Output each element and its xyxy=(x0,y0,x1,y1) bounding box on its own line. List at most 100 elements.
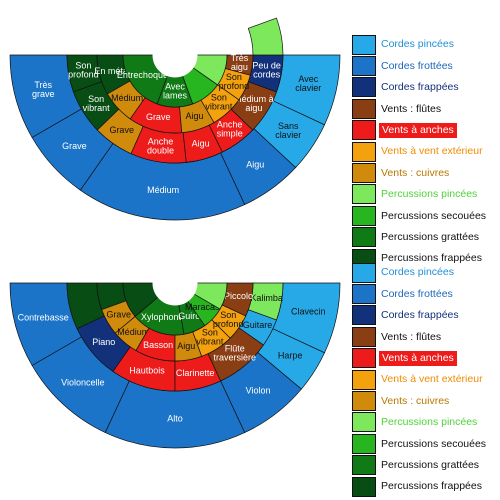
chart_bottom-inner-label: Médium xyxy=(117,327,149,337)
legend-bottom-swatch xyxy=(352,476,376,497)
legend-top-label: Vents : cuivres xyxy=(381,166,450,179)
chart_bottom-middle-label: Piano xyxy=(92,337,115,347)
chart_bottom-middle-label: Clarinette xyxy=(176,368,215,378)
chart_bottom-outer-label: Contrebasse xyxy=(18,313,69,323)
legend-bottom-label: Vents à anches xyxy=(379,351,457,366)
legend-bottom-item: Cordes frottées xyxy=(352,283,500,305)
chart_top-middle-label: Grave xyxy=(109,126,134,136)
legend-bottom-item: Vents : flûtes xyxy=(352,326,500,347)
chart_bottom-middle-label: Hautbois xyxy=(129,366,165,376)
legend-bottom-swatch xyxy=(352,433,376,454)
chart_bottom-inner-label: Son profond xyxy=(213,310,244,329)
legend-top-item: Percussions secouées xyxy=(352,205,500,226)
legend-top-item: Cordes pincées xyxy=(352,34,500,55)
chart_top-middle-label: Anche double xyxy=(147,137,174,156)
legend-top-swatch xyxy=(352,120,376,141)
chart_top-inner-label: Grave xyxy=(146,112,171,122)
chart_bottom-inner-label: Son vibrant xyxy=(196,328,224,347)
legend-top-label: Percussions grattées xyxy=(381,230,480,243)
legend-bottom-item: Percussions pincées xyxy=(352,412,500,433)
chart_bottom-outer-label: Harpe xyxy=(278,351,303,361)
legend-top-label: Percussions frappées xyxy=(381,252,482,265)
chart_top-outer-label: Avec clavier xyxy=(295,74,321,93)
chart_bottom-middle-label: Guitare xyxy=(243,320,273,330)
legend-top-label: Vents à vent extérieur xyxy=(381,145,483,158)
legend-top-item: Percussions pincées xyxy=(352,184,500,205)
legend-top: Cordes pincées Cordes frottées Cordes frap… xyxy=(352,34,500,269)
legend-bottom-item: Cordes frappées xyxy=(352,305,500,326)
chart_top-middle-segment xyxy=(247,17,284,56)
legend-top-swatch xyxy=(352,77,376,98)
chart_top-middle-label: Son vibrant xyxy=(83,94,111,113)
legend-bottom-item: Vents à vent extérieur xyxy=(352,369,500,390)
legend-bottom-swatch xyxy=(352,369,376,390)
legend-bottom-item: Vents à anches xyxy=(352,348,500,369)
legend-bottom-label: Percussions secouées xyxy=(381,437,487,450)
chart_bottom-outer-label: Clavecin xyxy=(291,307,326,317)
legend-top-swatch xyxy=(352,34,376,55)
legend-top-item: Vents : cuivres xyxy=(352,162,500,184)
chart_top-outer-label: Aigu xyxy=(246,160,264,170)
chart_top-inner-label: Son profond xyxy=(219,72,250,91)
chart_bottom-base-label: Xylophone xyxy=(141,312,184,322)
fan-chart-bottom: Contrebasse Violoncelle Alto Violon Harpe Cla… xyxy=(9,282,341,449)
legend-bottom-swatch xyxy=(352,391,376,412)
legend-bottom-label: Vents à vent extérieur xyxy=(381,373,483,386)
legend-top-label: Percussions secouées xyxy=(381,209,487,222)
chart_top-outer-label: Grave xyxy=(62,142,87,152)
legend-bottom-label: Vents : flûtes xyxy=(381,330,442,343)
chart_top-outer-label: Médium xyxy=(147,185,179,195)
legend-bottom-swatch xyxy=(352,284,376,305)
legend-bottom-label: Cordes frottées xyxy=(381,287,453,300)
chart_bottom-middle-label: Flûte traversière xyxy=(214,344,257,363)
legend-bottom-label: Cordes frappées xyxy=(381,309,459,322)
legend-bottom-item: Percussions grattées xyxy=(352,455,500,476)
chart_top-inner-label: En métal xyxy=(94,66,130,76)
chart_bottom-outer-label: Violon xyxy=(246,386,271,396)
legend-bottom-item: Percussions frappées xyxy=(352,476,500,497)
legend-bottom-swatch xyxy=(352,305,376,326)
legend-top-swatch xyxy=(352,141,376,162)
chart_top-middle-label: Anche simple xyxy=(217,120,243,139)
legend-bottom-item: Vents : cuivres xyxy=(352,390,500,412)
chart_bottom-center-notch xyxy=(152,282,198,306)
legend-top-label: Vents à anches xyxy=(379,123,457,138)
legend-bottom-label: Percussions pincées xyxy=(381,416,478,429)
legend-bottom-swatch xyxy=(352,262,376,283)
chart_top-middle-label: Médium à aigu xyxy=(234,94,274,113)
chart_top-inner-label: Très aigu xyxy=(231,53,249,72)
legend-bottom-swatch xyxy=(352,326,376,347)
legend-top-item: Vents : flûtes xyxy=(352,98,500,119)
chart_bottom-inner-label: Grave xyxy=(106,310,131,320)
legend-top-item: Vents à anches xyxy=(352,120,500,141)
legend-top-label: Vents : flûtes xyxy=(381,102,442,115)
legend-top-swatch xyxy=(352,163,376,184)
chart_top-outer-label: Sans clavier xyxy=(275,121,301,140)
chart_top-base-label: Avec lames xyxy=(163,82,188,101)
chart_top-middle-label: Aigu xyxy=(192,139,210,149)
legend-bottom-swatch xyxy=(352,348,376,369)
chart_bottom-outer-label: Alto xyxy=(167,414,183,424)
chart_bottom-base-label: Maracas xyxy=(185,302,220,312)
chart_top-middle-label: Peu de cordes xyxy=(252,61,281,80)
chart_bottom-base-label: Guiro xyxy=(178,312,200,322)
legend-top-item: Cordes frottées xyxy=(352,55,500,77)
chart_bottom-outer-label: Violoncelle xyxy=(61,378,104,388)
chart_top-middle-label: Son profond xyxy=(68,61,99,80)
legend-bottom-item: Percussions secouées xyxy=(352,433,500,454)
legend-bottom: Cordes pincées Cordes frottées Cordes frap… xyxy=(352,262,500,497)
legend-top-swatch xyxy=(352,205,376,226)
legend-bottom-label: Percussions frappées xyxy=(381,480,482,493)
chart_top-inner-label: Médium xyxy=(111,93,143,103)
legend-top-item: Cordes frappées xyxy=(352,77,500,98)
legend-top-label: Cordes frottées xyxy=(381,59,453,72)
legend-top-swatch xyxy=(352,98,376,119)
legend-top-label: Percussions pincées xyxy=(381,188,478,201)
legend-bottom-label: Percussions grattées xyxy=(381,458,480,471)
legend-bottom-item: Cordes pincées xyxy=(352,262,500,283)
chart_bottom-inner-label: Piccolo xyxy=(224,291,253,301)
legend-bottom-label: Vents : cuivres xyxy=(381,394,450,407)
legend-bottom-label: Cordes pincées xyxy=(381,266,454,279)
